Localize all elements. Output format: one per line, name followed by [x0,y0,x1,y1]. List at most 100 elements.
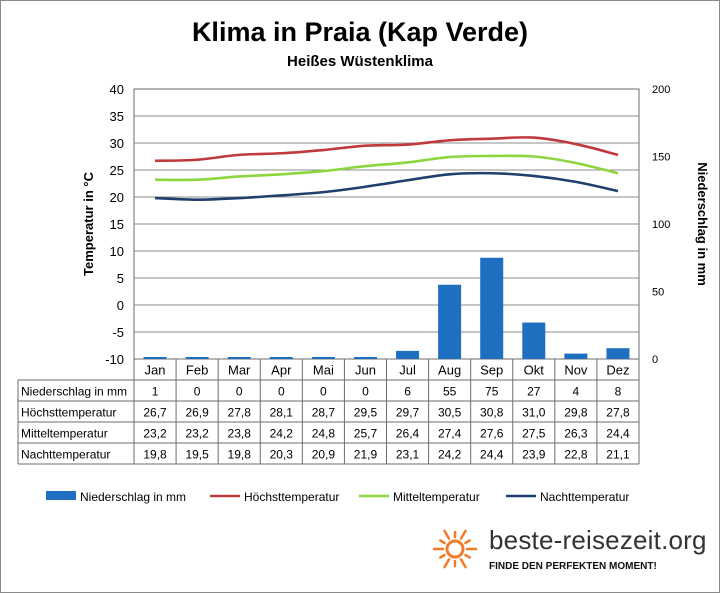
precipitation-bar [143,357,167,359]
precipitation-bar [185,357,209,359]
table-cell: 26,4 [396,427,420,441]
brand-logo: beste-reisezeit.org FINDE DEN PERFEKTEN … [431,521,719,581]
series-line-höchsttemperatur [155,136,619,163]
table-cell: 20,3 [270,448,294,462]
table-cell: 6 [404,385,411,399]
table-cell: 27 [527,385,541,399]
table-cell: 0 [362,385,369,399]
brand-name: beste-reisezeit.org [489,525,707,555]
y-tick-label-left: 25 [110,163,124,178]
table-cell: 30,5 [438,406,462,420]
table-cell: 24,4 [606,427,630,441]
table-cell: 27,4 [438,427,462,441]
table-cell: 28,7 [312,406,336,420]
legend-label: Niederschlag in mm [80,490,186,504]
x-tick-label: Okt [524,363,545,378]
table-cell: 24,8 [312,427,336,441]
table-cell: 0 [236,385,243,399]
table-cell: 24,4 [480,448,504,462]
table-cell: 75 [485,385,499,399]
y-tick-label-left: 30 [110,136,124,151]
precipitation-bar [227,357,251,359]
table-cell: 23,2 [185,427,209,441]
precipitation-bar [396,350,420,359]
precipitation-bar [522,322,546,359]
x-tick-label: Apr [271,363,292,378]
table-cell: 29,5 [354,406,378,420]
table-cell: 4 [573,385,580,399]
table-cell: 29,7 [396,406,420,420]
y-tick-label-right: 150 [652,152,670,164]
x-tick-label: Mar [228,363,251,378]
precipitation-bar [269,357,293,359]
legend-label: Höchsttemperatur [244,490,339,504]
precipitation-bar [606,348,630,359]
table-cell: 26,7 [143,406,167,420]
table-cell: 29,8 [564,406,588,420]
table-cell: 0 [194,385,201,399]
table-cell: 27,5 [522,427,546,441]
sun-icon [432,529,478,569]
y-tick-label-left: -10 [105,352,124,367]
y-tick-label-right: 200 [652,84,670,96]
x-tick-label: Mai [313,363,334,378]
table-cell: 19,8 [228,448,252,462]
table-row-label: Mitteltemperatur [21,427,108,441]
precipitation-bar [353,357,377,359]
y-tick-label-left: 20 [110,190,124,205]
y-tick-label-left: 0 [117,298,124,313]
table-cell: 21,1 [606,448,630,462]
table-cell: 24,2 [438,448,462,462]
precipitation-bar [438,284,462,359]
table-cell: 31,0 [522,406,546,420]
table-cell: 23,8 [228,427,252,441]
table-cell: 0 [320,385,327,399]
table-cell: 23,2 [143,427,167,441]
table-cell: 0 [278,385,285,399]
y-tick-label-left: 10 [110,244,124,259]
table-cell: 19,8 [143,448,167,462]
climate-chart: 4035302520151050-5-10200150100500Tempera… [17,82,710,504]
table-cell: 19,5 [185,448,209,462]
x-tick-label: Sep [480,363,503,378]
table-cell: 8 [615,385,622,399]
series-line-nachttemperatur [154,171,619,201]
table-cell: 24,2 [270,427,294,441]
y-tick-label-left: 40 [110,82,124,97]
y-tick-label-left: 35 [110,109,124,124]
chart-subtitle: Heißes Wüstenklima [287,53,433,70]
x-tick-label: Dez [606,363,629,378]
precipitation-bar [311,357,335,359]
series-line-mitteltemperatur [155,154,619,182]
x-tick-label: Jun [355,363,376,378]
table-cell: 27,8 [228,406,252,420]
table-cell: 28,1 [270,406,294,420]
legend-label: Mitteltemperatur [393,490,480,504]
y-axis-title-left: Temperatur in °C [81,171,96,276]
legend-label: Nachttemperatur [540,490,629,504]
y-tick-label-left: 15 [110,217,124,232]
y-tick-label-right: 0 [652,354,658,366]
table-cell: 27,8 [606,406,630,420]
y-axis-title-right: Niederschlag in mm [695,162,710,286]
table-cell: 22,8 [564,448,588,462]
table-cell: 27,6 [480,427,504,441]
table-cell: 23,1 [396,448,420,462]
precipitation-bar [564,353,588,359]
x-tick-label: Jul [399,363,416,378]
y-tick-label-right: 50 [652,287,664,299]
x-tick-label: Nov [564,363,588,378]
x-tick-label: Aug [438,363,461,378]
table-cell: 20,9 [312,448,336,462]
table-cell: 30,8 [480,406,504,420]
table-cell: 55 [443,385,457,399]
chart-title: Klima in Praia (Kap Verde) [191,17,529,47]
table-row-label: Niederschlag in mm [21,385,127,399]
precipitation-bar [480,257,504,359]
table-cell: 23,9 [522,448,546,462]
legend-swatch [46,491,76,500]
y-tick-label-left: -5 [112,325,124,340]
y-tick-label-right: 100 [652,219,670,231]
table-cell: 26,9 [185,406,209,420]
